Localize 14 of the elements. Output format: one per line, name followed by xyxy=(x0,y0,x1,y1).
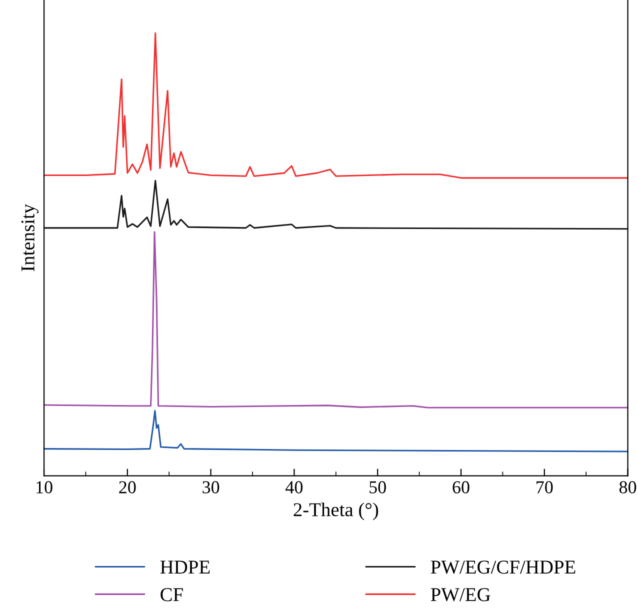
legend-label: PW/EG/CF/HDPE xyxy=(430,560,576,574)
y-axis-title: Intensity xyxy=(21,204,38,272)
legend-label: CF xyxy=(160,588,183,602)
x-tick-label: 70 xyxy=(536,481,553,494)
x-axis-title: 2-Theta (°) xyxy=(294,502,378,520)
x-tick-label: 30 xyxy=(202,481,220,494)
legend-label: HDPE xyxy=(160,560,210,574)
legend-label: PW/EG xyxy=(430,588,490,602)
x-tick-label: 10 xyxy=(36,481,52,494)
x-tick-label: 50 xyxy=(370,481,386,494)
x-tick-label: 80 xyxy=(619,481,636,494)
x-tick-label: 20 xyxy=(119,481,136,494)
x-tick-label: 40 xyxy=(286,481,303,494)
x-tick-label: 60 xyxy=(452,481,470,494)
